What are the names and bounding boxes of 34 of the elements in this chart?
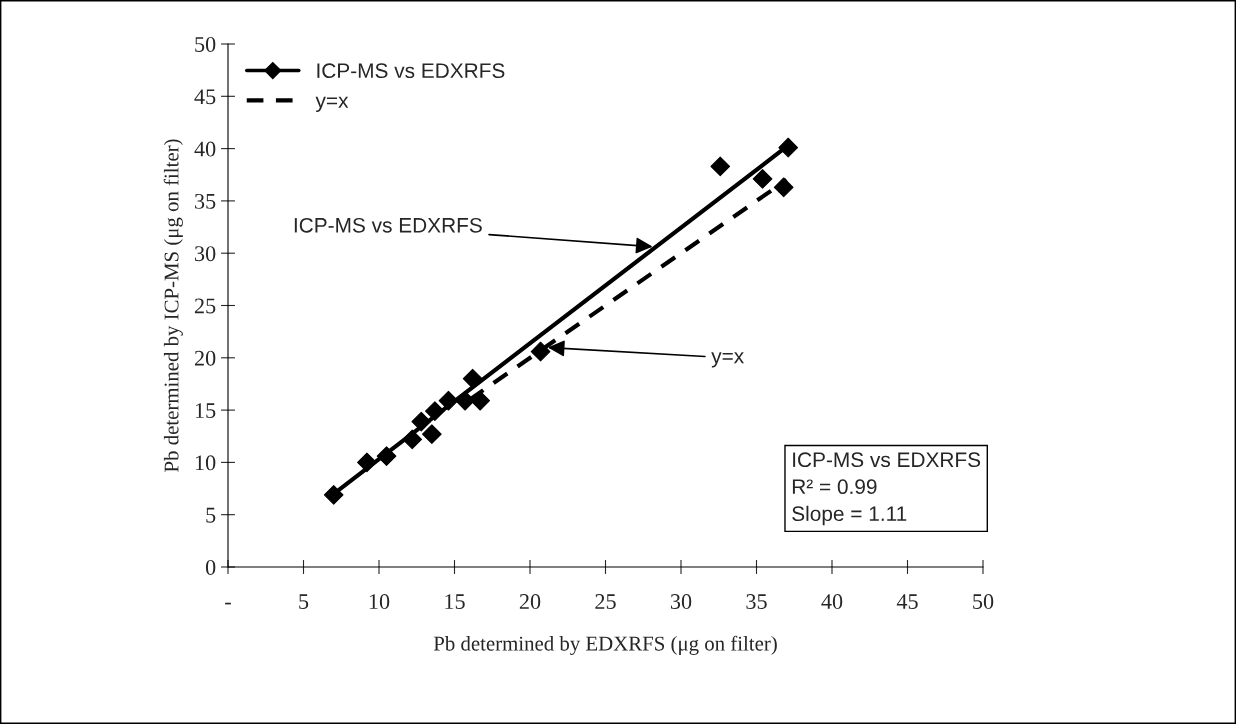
y-tick-label: 25 bbox=[194, 298, 216, 314]
x-tick-label: 20 bbox=[519, 594, 541, 610]
x-tick-label: 5 bbox=[299, 594, 309, 610]
y-tick-label: 15 bbox=[195, 403, 216, 419]
point bbox=[530, 341, 551, 362]
annotation: ICP-MS vs EDXRFS bbox=[294, 217, 482, 233]
point bbox=[752, 169, 773, 189]
point bbox=[422, 424, 442, 445]
y-tick-label: 40 bbox=[194, 141, 216, 157]
annotation: y=x bbox=[711, 352, 744, 368]
x-tick-label: 30 bbox=[670, 594, 692, 610]
point bbox=[710, 156, 731, 177]
point bbox=[773, 177, 794, 198]
y-tick-label: 20 bbox=[194, 350, 216, 366]
y-axis-title: Pb determined by ICP-MS (μg on filter) bbox=[163, 139, 183, 472]
x-tick-label: 35 bbox=[746, 594, 767, 610]
y-tick-label: 10 bbox=[195, 455, 216, 471]
x-tick-label: 10 bbox=[369, 594, 390, 610]
x-tick-label: 15 bbox=[445, 594, 465, 610]
x-tick-label: 25 bbox=[595, 594, 616, 610]
x-tick-label: - bbox=[225, 602, 231, 605]
y-tick-label: 45 bbox=[194, 89, 216, 105]
x-tick-label: 45 bbox=[896, 594, 918, 610]
annotation: ICP-MS vs EDXRFS R² = 0.99 Slope = 1.11 bbox=[792, 452, 981, 526]
legend-label: y=x bbox=[315, 96, 349, 113]
legend-label: ICP-MS vs EDXRFS bbox=[317, 63, 505, 79]
x-axis-title: Pb determined by EDXRFS (μg on filter) bbox=[433, 635, 777, 655]
y-tick-label: 35 bbox=[195, 193, 216, 209]
y-tick-label: 30 bbox=[195, 246, 216, 262]
y-tick-label: 0 bbox=[205, 559, 216, 575]
y-tick-label: 50 bbox=[195, 36, 216, 52]
x-tick-label: 40 bbox=[821, 594, 843, 610]
y-tick-label: 5 bbox=[206, 507, 216, 523]
x-tick-label: 50 bbox=[973, 594, 994, 610]
